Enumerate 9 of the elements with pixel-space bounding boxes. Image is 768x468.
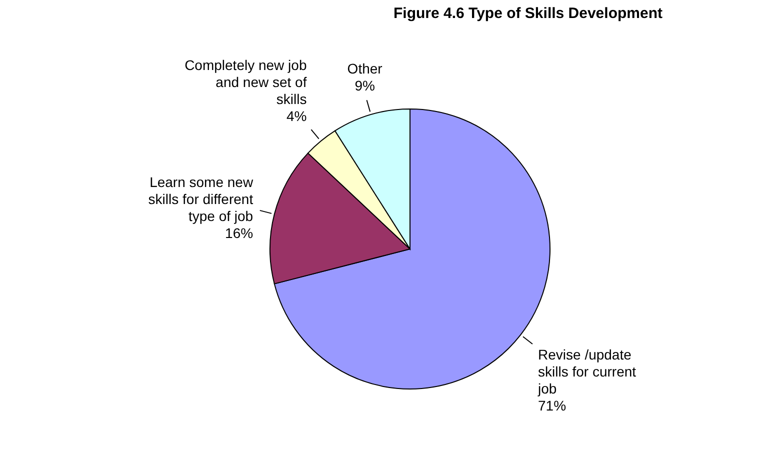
- slice-label: Completely new job and new set of skills: [184, 57, 307, 108]
- slice-label: Learn some new skills for different type of job: [148, 174, 254, 224]
- slice-label: Revise /update skills for current job: [537, 346, 636, 396]
- data-label: 9%: [354, 77, 375, 94]
- data-label: 4%: [286, 108, 307, 124]
- data-label: 71%: [538, 397, 566, 414]
- data-label: 16%: [225, 225, 254, 242]
- slice-label: Other: [347, 60, 383, 76]
- chart-title: Figure 4.6 Type of Skills Development: [394, 5, 662, 22]
